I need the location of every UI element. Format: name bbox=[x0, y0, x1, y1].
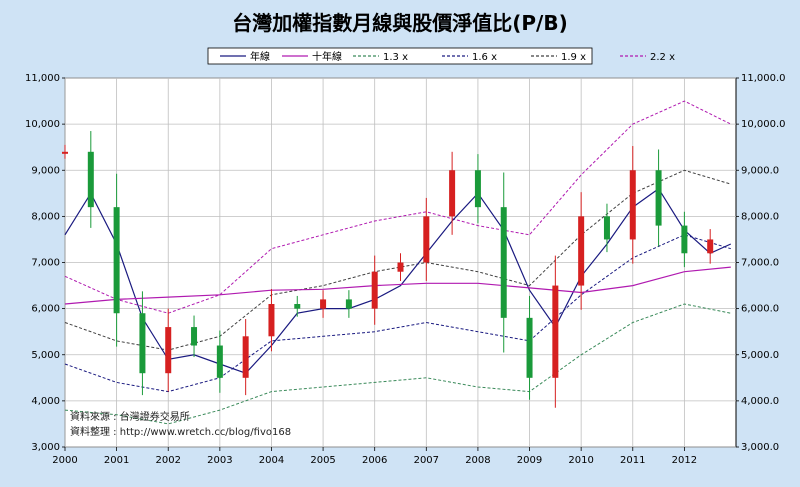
x-tick-label: 2007 bbox=[414, 455, 439, 466]
series-line-1-6-x bbox=[64, 234, 731, 393]
y-tick-label-right: 5,000.0 bbox=[741, 350, 779, 361]
x-tick-label: 2003 bbox=[207, 455, 232, 466]
candle-body bbox=[474, 170, 481, 208]
candle-body bbox=[87, 151, 94, 208]
y-tick-label-right: 9,000.0 bbox=[741, 165, 779, 176]
y-tick-label-right: 11,000.0 bbox=[741, 73, 786, 84]
legend-label: 十年線 bbox=[312, 50, 342, 63]
y-tick-label-left: 6,000 bbox=[31, 304, 60, 315]
candle-body bbox=[371, 271, 378, 309]
y-tick-label-left: 11,000 bbox=[25, 73, 60, 84]
candle-body bbox=[655, 170, 662, 226]
candle-body bbox=[165, 327, 172, 374]
legend-label: 2.2 x bbox=[650, 52, 675, 63]
y-tick-label-left: 8,000 bbox=[31, 211, 60, 222]
legend-label: 年線 bbox=[250, 50, 270, 63]
gridlines bbox=[64, 77, 736, 448]
y-tick-label-left: 7,000 bbox=[31, 258, 60, 269]
legend-box bbox=[207, 47, 593, 65]
y-axis-left: 3,000 4,000 5,000 6,000 7,000 8,000 9,000 10,00… bbox=[25, 73, 65, 453]
y-axis-right: 3,000.0 4,000.0 5,000.0 6,000.0 7,000.0 8,000… bbox=[736, 73, 786, 453]
y-tick-label-right: 4,000.0 bbox=[741, 396, 779, 407]
candle-body bbox=[268, 304, 275, 337]
series-line-2-2-x bbox=[64, 100, 732, 314]
y-tick-label-left: 4,000 bbox=[31, 396, 60, 407]
candle-body bbox=[681, 225, 688, 254]
candle-body bbox=[500, 207, 507, 318]
series-line-ma bbox=[64, 187, 732, 374]
candle-body bbox=[294, 304, 301, 309]
series-line-1-9-x bbox=[64, 169, 731, 351]
legend: 年線 十年線 1.3 x 1.6 x 1.9 x 2.2 x bbox=[207, 47, 675, 65]
x-tick-label: 2004 bbox=[259, 455, 284, 466]
candlesticks bbox=[62, 131, 714, 408]
x-tick-label: 2002 bbox=[156, 455, 181, 466]
pb-band-lines bbox=[64, 100, 732, 425]
y-tick-label-right: 6,000.0 bbox=[741, 304, 779, 315]
candle-body bbox=[578, 216, 585, 286]
y-tick-label-right: 3,000.0 bbox=[741, 442, 779, 453]
candle-body bbox=[345, 299, 352, 309]
x-tick-label: 2011 bbox=[620, 455, 645, 466]
candle-body bbox=[139, 313, 146, 374]
candle-body bbox=[526, 317, 533, 378]
y-tick-label-left: 10,000 bbox=[25, 119, 60, 130]
series-line-ma bbox=[64, 266, 731, 305]
candle-body bbox=[62, 151, 68, 154]
x-tick-label: 2006 bbox=[362, 455, 387, 466]
y-tick-label-right: 7,000.0 bbox=[741, 258, 779, 269]
x-tick-label: 2008 bbox=[465, 455, 490, 466]
moving-average-lines bbox=[64, 187, 732, 374]
candle-body bbox=[191, 327, 198, 346]
y-tick-label-right: 10,000.0 bbox=[741, 119, 786, 130]
candle-body bbox=[320, 299, 327, 309]
candle-body bbox=[216, 345, 223, 378]
series-line-1-3-x bbox=[64, 303, 731, 425]
source-note: 資料來源 : 台灣證券交易所 bbox=[70, 410, 190, 423]
candle-body bbox=[397, 262, 404, 272]
candle-body bbox=[242, 336, 249, 378]
source-notes: 資料來源 : 台灣證券交易所 資料整理 : http://www.wretch.… bbox=[70, 410, 291, 438]
x-tick-label: 2005 bbox=[310, 455, 335, 466]
x-tick-label: 2009 bbox=[517, 455, 542, 466]
y-tick-label-left: 3,000 bbox=[31, 442, 60, 453]
candle-body bbox=[449, 170, 456, 217]
candle-body bbox=[423, 216, 430, 263]
x-axis: 2000 2001 2002 2003 2004 2005 2006 2007 2008 2009… bbox=[52, 447, 697, 466]
candle-body bbox=[113, 207, 120, 314]
y-tick-label-left: 5,000 bbox=[31, 350, 60, 361]
candle-body bbox=[603, 216, 610, 240]
legend-label: 1.9 x bbox=[561, 52, 586, 63]
y-tick-label-left: 9,000 bbox=[31, 165, 60, 176]
x-tick-label: 2000 bbox=[52, 455, 77, 466]
candle-body bbox=[629, 170, 636, 240]
candle-body bbox=[707, 239, 714, 254]
candle-body bbox=[552, 285, 559, 378]
legend-label: 1.6 x bbox=[472, 52, 497, 63]
x-tick-label: 2001 bbox=[104, 455, 129, 466]
y-tick-label-right: 8,000.0 bbox=[741, 211, 779, 222]
compiled-note: 資料整理 : http://www.wretch.cc/blog/fivo168 bbox=[70, 425, 291, 438]
legend-label: 1.3 x bbox=[383, 52, 408, 63]
x-tick-label: 2012 bbox=[672, 455, 697, 466]
chart-title: 台灣加權指數月線與股價淨值比(P/B) bbox=[232, 11, 568, 35]
x-tick-label: 2010 bbox=[568, 455, 593, 466]
